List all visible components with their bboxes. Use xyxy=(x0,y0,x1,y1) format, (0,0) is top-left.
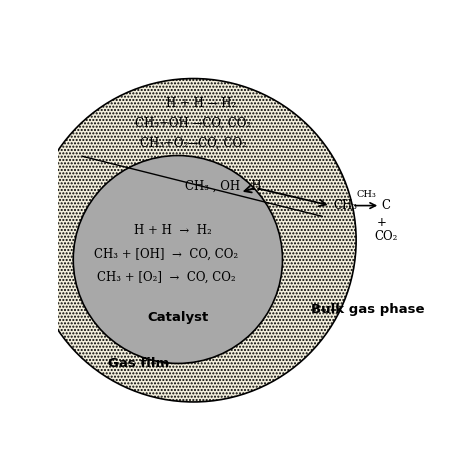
Text: C: C xyxy=(382,199,391,212)
Text: CH₃: CH₃ xyxy=(356,189,376,199)
Text: CH₃ + [O₂]  →  CO, CO₂: CH₃ + [O₂] → CO, CO₂ xyxy=(97,271,236,284)
Text: CH₃: CH₃ xyxy=(334,199,358,212)
Circle shape xyxy=(73,156,282,364)
Circle shape xyxy=(30,79,356,402)
Text: Gas film: Gas film xyxy=(109,357,170,370)
Text: CO₂: CO₂ xyxy=(374,230,397,243)
Text: H + H → H₂: H + H → H₂ xyxy=(166,97,236,109)
Text: Catalyst: Catalyst xyxy=(147,311,208,324)
Text: CH₃ , OH , H: CH₃ , OH , H xyxy=(184,180,261,193)
Text: CH₃+OH →CO, CO₂: CH₃+OH →CO, CO₂ xyxy=(135,117,251,130)
Text: Bulk gas phase: Bulk gas phase xyxy=(311,303,425,316)
Text: CH₃+O₂→CO, CO₂: CH₃+O₂→CO, CO₂ xyxy=(140,137,247,150)
Text: +: + xyxy=(377,216,387,229)
Text: H + H  →  H₂: H + H → H₂ xyxy=(134,225,211,237)
Text: CH₃ + [OH]  →  CO, CO₂: CH₃ + [OH] → CO, CO₂ xyxy=(94,248,238,261)
